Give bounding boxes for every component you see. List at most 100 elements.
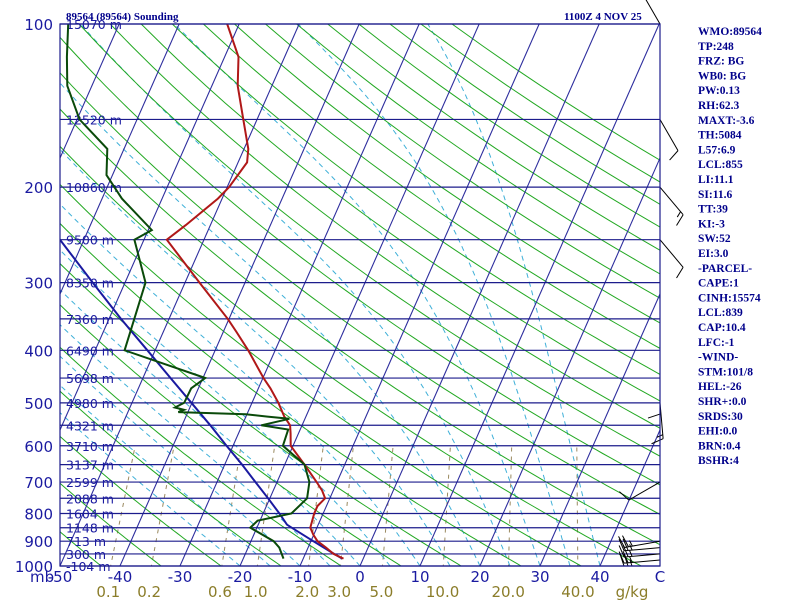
mixing-ratio-line: [150, 445, 175, 566]
mixing-ratio-tick-label: 20.0: [491, 583, 524, 600]
isotherm-line: [60, 24, 120, 160]
mixing-ratio-line: [256, 445, 276, 566]
temperature-tick-label: 40: [590, 568, 609, 586]
wind-barb-flag: [622, 535, 629, 547]
index-line: BRN:0.4: [698, 440, 741, 452]
wind-barb-half-flag: [629, 544, 633, 551]
mixing-ratio-tick-label: 40.0: [561, 583, 594, 600]
plot-frame: [59, 23, 661, 567]
height-label: 9500 m: [66, 233, 114, 248]
wind-barb-half-flag: [676, 211, 681, 218]
temperature-tick-label: -30: [168, 568, 193, 586]
mixing-ratio-tick-label: 5.0: [370, 583, 394, 600]
mixing-ratio-unit-label: g/kg: [616, 583, 649, 600]
isotherm-line: [299, 24, 540, 566]
station-title: 89564 (89564) Sounding: [66, 11, 179, 23]
dry-adiabat-line: [109, 24, 660, 429]
dewpoint-trace: [65, 24, 311, 559]
pressure-tick-label: 1000: [15, 558, 53, 576]
dry-adiabat-line: [60, 346, 343, 566]
index-line: SI:11.6: [698, 189, 732, 201]
height-label: 2088 m: [66, 491, 114, 506]
height-label: 3137 m: [66, 458, 114, 473]
wind-barb-flag: [647, 413, 661, 419]
wind-barb-staff: [645, 0, 661, 25]
index-line: SW:52: [698, 233, 731, 245]
isotherm-line: [479, 156, 660, 566]
isotherm-line: [60, 24, 240, 432]
index-line: TT:39: [698, 204, 728, 216]
mixing-ratio-lines: [110, 445, 579, 566]
temperature-unit-label: C: [655, 568, 665, 586]
index-line: SRDS:30: [698, 411, 743, 423]
height-label: 2599 m: [66, 475, 114, 490]
index-line: WB0: BG: [698, 70, 746, 82]
wind-barb-flag: [651, 438, 664, 445]
wind-barb-flag: [618, 536, 625, 548]
isotherm-line: [239, 24, 480, 566]
wind-barb-half-flag: [629, 550, 633, 557]
index-line: KI:-3: [698, 218, 725, 230]
index-line: -WIND-: [698, 352, 738, 364]
height-label: 1604 m: [66, 506, 114, 521]
parcel-trace: [60, 237, 343, 560]
index-line: LCL:855: [698, 159, 743, 171]
isotherm-line: [0, 0, 10, 577]
isotherm-line: [359, 24, 600, 566]
index-line: EHI:0.0: [698, 426, 738, 438]
mixing-ratio-tick-label: 3.0: [327, 583, 351, 600]
isotherm-line: [599, 428, 660, 566]
chart-header: 89564 (89564) Sounding 1100Z 4 NOV 25: [66, 11, 642, 23]
isotherm-line: [60, 24, 300, 566]
index-line: RH:62.3: [698, 100, 739, 112]
pressure-tick-label: 500: [24, 395, 53, 413]
height-label: 6490 m: [66, 343, 114, 358]
index-line: MAXT:-3.6: [698, 115, 755, 127]
temperature-tick-label: 30: [530, 568, 549, 586]
temperature-tick-label: 10: [410, 568, 429, 586]
dry-adiabat-line: [60, 262, 463, 566]
index-line: CAP:10.4: [698, 322, 746, 334]
index-line: CINH:15574: [698, 292, 761, 304]
height-label: 4321 m: [66, 418, 114, 433]
dry-adiabat-line: [60, 390, 282, 566]
valid-time: 1100Z 4 NOV 25: [564, 11, 642, 23]
wind-barb-flag: [618, 545, 625, 558]
index-line: -PARCEL-: [698, 263, 752, 275]
wind-barb-flag: [618, 538, 625, 551]
mixing-ratio-line: [381, 445, 394, 566]
height-label: 300 m: [66, 547, 106, 562]
temperature-tick-label: 0: [355, 568, 365, 586]
height-label: 7360 m: [66, 312, 114, 327]
wind-barb-staff: [624, 559, 661, 564]
index-line: TH:5084: [698, 130, 742, 142]
temperature-tick-label: -40: [108, 568, 133, 586]
pressure-tick-label: 300: [24, 275, 53, 293]
pressure-unit-label: mb: [30, 568, 54, 586]
wind-barb-staff: [659, 119, 679, 151]
height-label: 4980 m: [66, 396, 114, 411]
dry-adiabat-line: [60, 531, 102, 566]
isotherms: [0, 0, 660, 577]
mixing-ratio-line: [508, 445, 513, 566]
moist-adiabat-line: [427, 24, 601, 566]
dry-adiabat-line: [60, 304, 403, 566]
index-line: TP:248: [698, 41, 734, 53]
temperature-trace: [165, 24, 344, 560]
pressure-tick-label: 400: [24, 342, 53, 360]
height-label: 10860 m: [66, 180, 122, 195]
index-line: CAPE:1: [698, 278, 739, 290]
index-line: LCL:839: [698, 307, 743, 319]
sounding-traces: [60, 24, 344, 560]
wind-barb-flag: [622, 538, 629, 551]
wind-barb-flag: [676, 214, 684, 226]
temperature-tick-label: -10: [288, 568, 313, 586]
height-label: 1148 m: [66, 521, 114, 536]
pressure-tick-label: 600: [24, 438, 53, 456]
index-line: EI:3.0: [698, 248, 729, 260]
index-line: BSHR:4: [698, 455, 739, 467]
isotherm-line: [539, 292, 660, 566]
